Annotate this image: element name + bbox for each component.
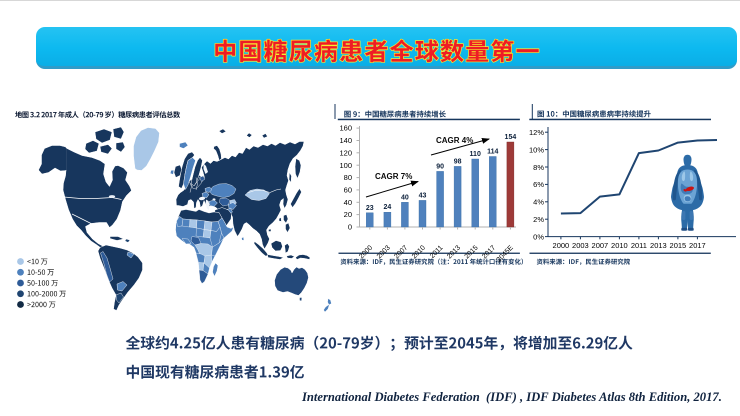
svg-text:0%: 0% (533, 232, 544, 241)
svg-text:CAGR 7%: CAGR 7% (375, 172, 412, 181)
svg-text:2013: 2013 (650, 241, 667, 250)
svg-text:140: 140 (339, 136, 352, 145)
svg-text:2011: 2011 (631, 241, 647, 250)
svg-text:2000: 2000 (358, 244, 374, 260)
svg-text:20: 20 (344, 210, 352, 219)
svg-text:2007: 2007 (592, 241, 609, 250)
svg-text:24: 24 (384, 204, 392, 211)
svg-text:2013: 2013 (446, 244, 462, 260)
svg-text:80: 80 (344, 173, 352, 182)
svg-text:CAGR 4%: CAGR 4% (436, 136, 473, 145)
svg-text:2010: 2010 (611, 241, 628, 250)
svg-text:2017: 2017 (689, 241, 706, 250)
svg-text:2010: 2010 (411, 244, 427, 260)
svg-text:160: 160 (339, 124, 352, 133)
svg-text:23: 23 (366, 205, 374, 212)
svg-text:40: 40 (401, 194, 409, 201)
svg-text:10%: 10% (529, 145, 544, 154)
svg-text:120: 120 (339, 148, 352, 157)
svg-text:114: 114 (487, 149, 498, 156)
svg-text:90: 90 (436, 163, 444, 170)
svg-text:2011: 2011 (429, 244, 445, 260)
svg-text:154: 154 (505, 134, 517, 141)
svg-text:2017: 2017 (481, 244, 497, 260)
svg-text:2%: 2% (533, 215, 544, 224)
svg-text:2007: 2007 (393, 244, 409, 260)
svg-text:40: 40 (344, 198, 352, 207)
svg-text:2015: 2015 (670, 241, 687, 250)
svg-text:6%: 6% (533, 180, 544, 189)
svg-text:43: 43 (419, 192, 427, 199)
svg-text:98: 98 (454, 158, 462, 165)
svg-text:60: 60 (344, 186, 352, 195)
svg-text:8%: 8% (533, 163, 544, 172)
svg-text:110: 110 (470, 151, 481, 158)
svg-text:2000: 2000 (553, 241, 570, 250)
svg-text:International Diabetes Federat: International Diabetes Federation (IDF) … (301, 390, 722, 404)
svg-text:0: 0 (348, 223, 352, 232)
svg-text:12%: 12% (529, 128, 544, 137)
svg-text:4%: 4% (533, 198, 544, 207)
svg-text:2015: 2015 (464, 244, 480, 260)
svg-text:2003: 2003 (376, 244, 392, 260)
svg-text:2003: 2003 (572, 241, 589, 250)
svg-text:100: 100 (339, 161, 352, 170)
